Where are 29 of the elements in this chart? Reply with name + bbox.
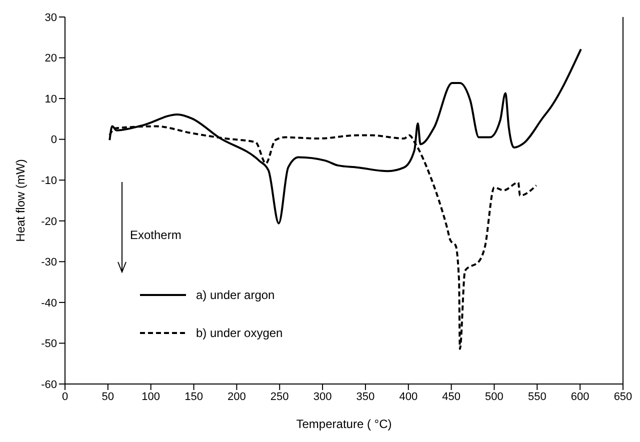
x-tick-label: 200 — [228, 390, 246, 403]
y-tick-label: 20 — [44, 52, 57, 65]
legend-label: b) under oxygen — [196, 326, 283, 340]
x-tick-label: 100 — [142, 390, 160, 403]
legend-label: a) under argon — [196, 288, 275, 302]
x-tick-label: 550 — [528, 390, 546, 403]
y-axis-title: Heat flow (mW) — [13, 159, 28, 242]
x-tick-label: 350 — [356, 390, 375, 403]
x-tick-label: 50 — [102, 390, 114, 403]
annotation: Exotherm — [130, 228, 182, 242]
x-axis-title: Temperature ( °C) — [296, 417, 392, 431]
y-tick-label: -40 — [41, 297, 57, 310]
x-tick-label: 500 — [485, 390, 504, 403]
x-tick-label: 450 — [442, 390, 460, 403]
y-tick-label: 10 — [44, 93, 57, 106]
x-tick-label: 400 — [399, 390, 418, 403]
y-tick-label: -60 — [41, 378, 57, 391]
x-tick-label: 0 — [62, 390, 68, 403]
y-tick-label: 0 — [50, 134, 57, 146]
x-tick-label: 150 — [184, 390, 203, 403]
x-tick-label: 650 — [614, 390, 632, 403]
y-tick-label: -20 — [41, 216, 57, 228]
y-tick-label: -50 — [41, 338, 57, 350]
x-tick-label: 250 — [270, 390, 289, 403]
y-tick-label: -30 — [41, 256, 57, 269]
y-tick-label: 30 — [44, 12, 57, 24]
x-tick-label: 600 — [570, 390, 590, 403]
y-tick-label: -10 — [41, 175, 57, 188]
x-tick-label: 300 — [313, 390, 332, 403]
